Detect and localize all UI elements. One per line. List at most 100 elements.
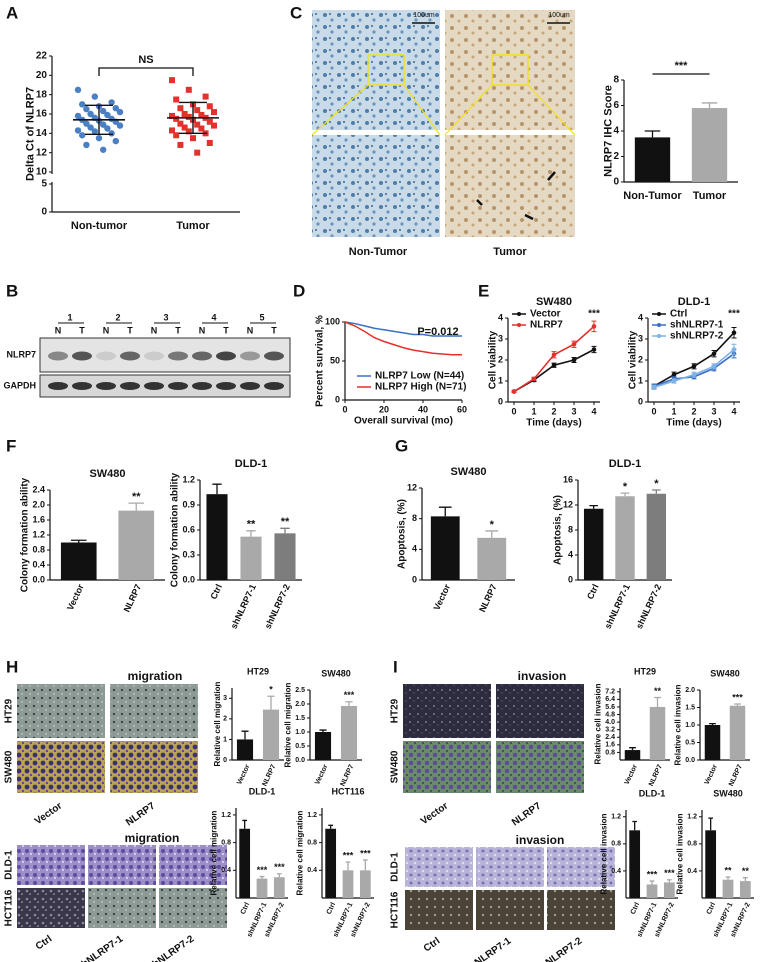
panel-label: F	[6, 436, 16, 455]
band	[168, 382, 188, 390]
point	[591, 324, 597, 329]
point	[671, 378, 677, 384]
y-axis-label: Apoptosis, (%)	[553, 495, 564, 565]
sd-bar	[179, 101, 207, 135]
row-label: DLD-1	[4, 850, 15, 880]
error-bar	[734, 703, 741, 706]
significance: **	[654, 686, 662, 696]
bracket	[98, 67, 194, 76]
point	[116, 108, 124, 116]
lane-pair-label: T	[79, 325, 85, 335]
error-bar	[128, 502, 145, 511]
point	[185, 86, 192, 93]
band	[168, 351, 188, 361]
x-tick-label: 3	[571, 406, 576, 416]
y-tick-label: 3	[223, 695, 227, 702]
x-tick-label: Vector	[624, 763, 640, 786]
panel-label: I	[393, 657, 398, 676]
bar	[325, 828, 337, 898]
error-bar	[438, 506, 452, 517]
y-tick-label: 0.0	[295, 757, 305, 764]
significance: **	[724, 865, 732, 875]
y-axis-label: Relative cell migration	[295, 810, 304, 895]
annotation: P=0.012	[417, 326, 458, 338]
y-tick-label: 16	[563, 474, 573, 484]
y-tick-label: 5.6	[605, 704, 615, 711]
row-label: HCT116	[390, 891, 401, 928]
y-tick-label: 18	[36, 89, 48, 100]
point	[74, 112, 82, 120]
chart: 0 1 2 3 4 Cell viability DLD-1 0 1 2 3 4 Time (days)…	[628, 296, 740, 429]
y-tick-label: 12	[36, 147, 48, 158]
point	[551, 362, 557, 368]
x-tick-label: 2	[691, 406, 696, 416]
chart-title: SW480	[321, 668, 351, 678]
y-tick-label: 20	[36, 70, 48, 81]
error-bar	[259, 875, 265, 879]
bar	[314, 732, 332, 760]
x-tick-label: 0	[511, 406, 516, 416]
bar	[739, 881, 751, 898]
error-bar	[708, 817, 714, 831]
y-axis-label: Percent survival, %	[315, 315, 326, 407]
x-axis-label: Overall survival (mo)	[354, 416, 453, 427]
y-tick-label: 0	[568, 574, 573, 584]
error-bar	[345, 861, 351, 871]
annotation: ***	[728, 309, 740, 320]
point	[173, 115, 180, 122]
x-axis-label: Time (days)	[666, 418, 721, 429]
bar	[118, 510, 155, 580]
y-axis-label: Relative cell invasion	[675, 813, 684, 894]
point	[711, 351, 717, 357]
error-bar	[701, 102, 718, 109]
bar	[273, 877, 285, 898]
y-tick-label: 2	[638, 354, 643, 364]
image-label: Tumor	[493, 246, 527, 258]
point	[91, 93, 99, 100]
y-tick-label: 3	[498, 333, 503, 343]
lane-label: 4	[211, 312, 216, 322]
chart: 0 4 8 12 Apoptosis, (%) SW480 Vector NLRP7 *	[397, 466, 515, 614]
point	[190, 135, 196, 142]
survival-curve	[344, 321, 462, 356]
significance: **	[132, 491, 141, 503]
point	[95, 134, 103, 142]
bar	[663, 882, 675, 898]
error-bar	[267, 695, 275, 710]
y-axis-label: Cell viability	[628, 330, 639, 389]
point	[169, 112, 175, 119]
point	[74, 127, 82, 134]
band	[48, 351, 68, 361]
scale-bar-label: 100um	[413, 12, 435, 19]
point	[711, 364, 717, 369]
bar	[240, 536, 262, 580]
point	[83, 120, 90, 127]
band	[216, 382, 236, 390]
y-tick-label: 0	[335, 394, 340, 404]
col-label: shNLRP7-2	[534, 935, 584, 962]
x-tick-label: 1	[531, 406, 536, 416]
y-tick-label: 1.6	[605, 742, 615, 749]
x-tick-label: Ctrl	[208, 583, 224, 601]
error-bar	[742, 877, 748, 882]
image-title: migration	[125, 831, 180, 845]
x-tick-label: 2	[551, 406, 556, 416]
bar	[646, 884, 658, 898]
chart-title: HT29	[247, 666, 269, 676]
x-tick-label: 3	[711, 406, 716, 416]
bar	[691, 108, 728, 182]
point	[211, 122, 217, 129]
x-tick-label: shNLRP7-1	[603, 583, 632, 631]
error-bar	[666, 879, 672, 883]
bar	[60, 542, 97, 580]
point	[100, 107, 107, 115]
blot-lanes: 1N T2N T3N T4N T5N T	[48, 312, 284, 390]
y-tick-label: 3	[638, 333, 643, 343]
y-tick-label: 0.9	[182, 499, 195, 509]
point	[671, 372, 677, 378]
y-tick-label: 0.8	[307, 839, 317, 846]
y-axis-label: Delta Ct of NLRP7	[25, 87, 37, 181]
y-tick-label: 0.8	[221, 839, 231, 846]
band	[120, 351, 140, 361]
